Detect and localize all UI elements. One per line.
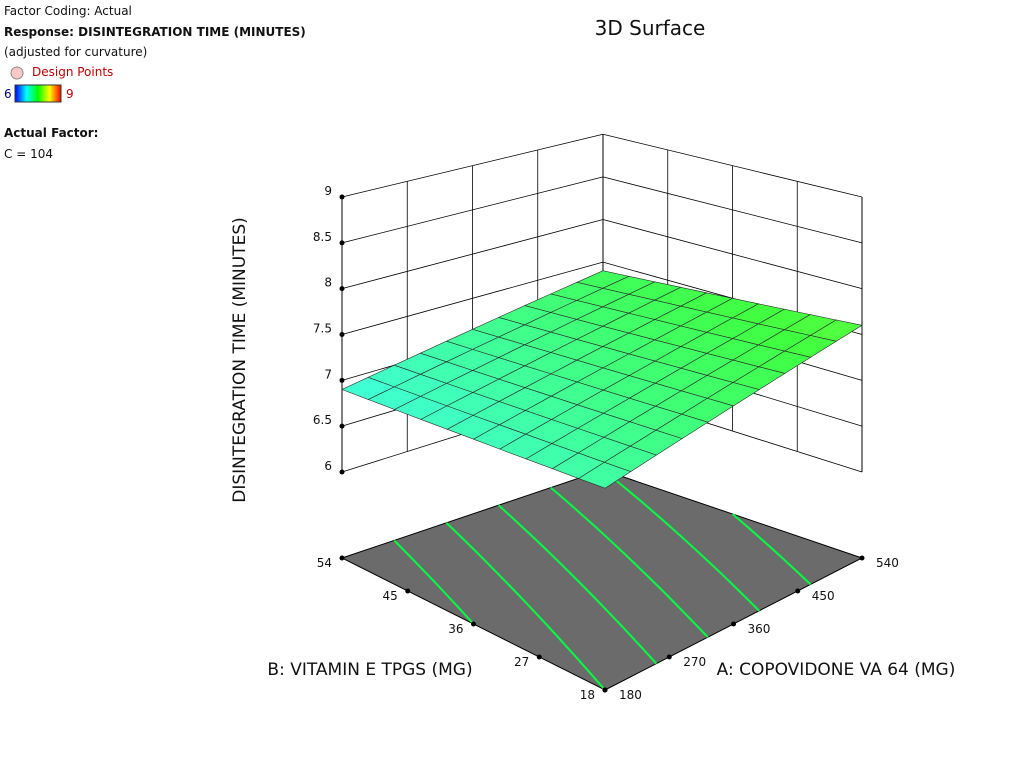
contour-line [393, 539, 475, 625]
y-tick [339, 555, 345, 561]
y-tick-label: 54 [317, 556, 332, 570]
contour-line [497, 504, 658, 665]
z-tick [339, 332, 345, 337]
z-tick [339, 469, 345, 475]
surface-cell [578, 461, 632, 489]
x-tick [795, 588, 801, 594]
colorbar [14, 84, 62, 103]
x-tick [731, 621, 736, 627]
y-tick-label: 36 [448, 622, 463, 636]
z-tick-label: 8.5 [313, 230, 332, 244]
contour-line [550, 486, 709, 638]
y-tick-label: 18 [580, 688, 595, 702]
y-tick-label: 45 [382, 589, 397, 603]
z-tick-label: 7.5 [313, 322, 332, 336]
note: (adjusted for curvature) [4, 45, 148, 59]
x-tick [859, 555, 865, 561]
y-tick-label: 27 [514, 655, 529, 669]
contour-line [731, 513, 812, 586]
y-tick [536, 654, 542, 660]
y-axis-label: B: VITAMIN E TPGS (MG) [267, 660, 472, 680]
x-tick-label: 360 [748, 622, 771, 636]
x-axis-label: A: COPOVIDONE VA 64 (MG) [717, 660, 956, 680]
x-tick-label: 540 [876, 556, 899, 570]
contour-line [602, 469, 760, 612]
x-tick-label: 270 [683, 655, 706, 669]
response: Response: DISINTEGRATION TIME (MINUTES) [4, 25, 306, 39]
z-tick [339, 194, 345, 200]
z-axis-label: DISINTEGRATION TIME (MINUTES) [230, 217, 250, 503]
colorbar-min: 6 [4, 87, 12, 101]
colorbar-max: 9 [66, 87, 74, 101]
y-tick [602, 687, 608, 693]
z-tick-label: 6.5 [313, 413, 332, 427]
floor [340, 469, 864, 691]
contour-line [445, 522, 606, 691]
z-tick-label: 8 [324, 276, 332, 290]
x-tick-label: 450 [812, 589, 835, 603]
y-tick [405, 588, 411, 594]
z-tick-label: 7 [324, 367, 332, 381]
x-tick-label: 180 [619, 688, 642, 702]
z-tick [339, 423, 345, 429]
factor-coding: Factor Coding: Actual [4, 4, 132, 18]
y-tick [471, 621, 476, 627]
legend-points: Design Points [32, 65, 114, 79]
chart-title: 3D Surface [595, 16, 706, 40]
z-tick [339, 286, 345, 292]
x-tick [666, 654, 672, 660]
z-tick [339, 377, 345, 383]
z-tick-label: 6 [324, 459, 332, 473]
z-tick-label: 9 [324, 184, 332, 198]
actual-factor-heading: Actual Factor: [4, 126, 99, 140]
legend-point-marker [10, 66, 24, 80]
actual-factor: C = 104 [4, 147, 53, 161]
z-tick [339, 240, 345, 246]
